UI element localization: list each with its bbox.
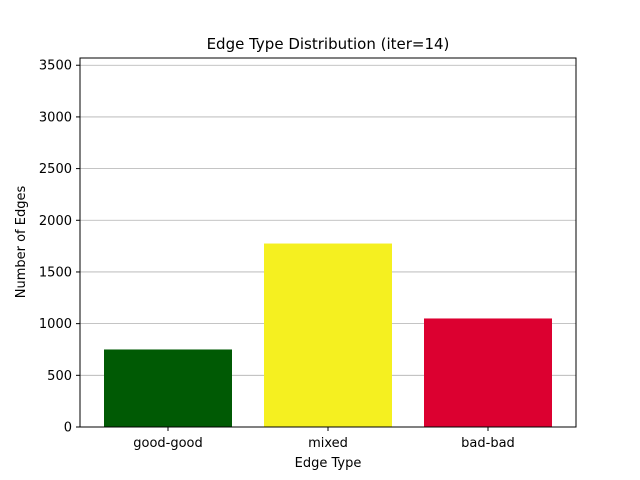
y-tick-label: 1000 (39, 317, 72, 332)
bars (104, 243, 552, 427)
x-tick-label: mixed (308, 436, 348, 451)
y-axis-title: Number of Edges (14, 186, 29, 299)
y-tick-label: 3000 (39, 110, 72, 125)
x-axis: good-good mixed bad-bad (133, 427, 515, 451)
y-tick-label: 500 (47, 369, 72, 384)
y-tick-label: 2500 (39, 162, 72, 177)
y-tick-label: 0 (64, 421, 72, 436)
bar-mixed (264, 243, 392, 427)
chart-title: Edge Type Distribution (iter=14) (207, 35, 450, 53)
x-tick-label: good-good (133, 436, 203, 451)
y-tick-label: 1500 (39, 265, 72, 280)
x-tick-label: bad-bad (461, 436, 515, 451)
y-axis: 0 500 1000 1500 2000 2500 3000 3500 (39, 59, 80, 436)
y-tick-label: 3500 (39, 59, 72, 74)
bar-good-good (104, 349, 232, 427)
y-tick-label: 2000 (39, 214, 72, 229)
bar-bad-bad (424, 318, 552, 427)
x-axis-title: Edge Type (295, 456, 362, 471)
